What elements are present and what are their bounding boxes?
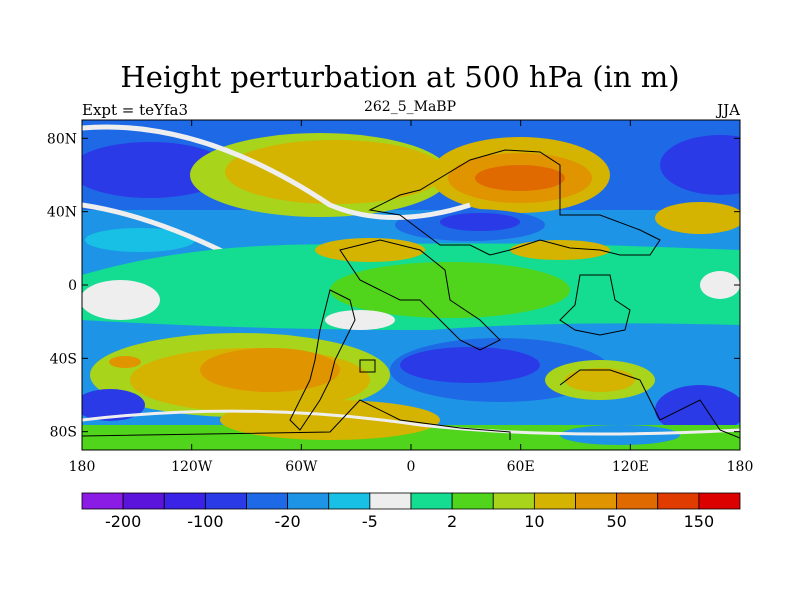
- y-tick-label: 40S: [50, 351, 77, 367]
- contour-field: [82, 120, 740, 450]
- continent-eurasia: [368, 149, 661, 256]
- x-axis: 180 120W 60W 0 60E 120E 180: [69, 120, 754, 475]
- colorbar-label: -5: [362, 512, 378, 531]
- contour-south-high-core: [200, 348, 340, 392]
- colorbar-swatch: [533, 492, 576, 510]
- continent-south-america: [289, 289, 356, 431]
- colorbar-swatch: [163, 492, 206, 510]
- contour-pacific-high: [655, 202, 740, 234]
- zero-patch-east: [700, 271, 740, 299]
- colorbar-swatch: [81, 492, 124, 510]
- colorbar-label: 2: [447, 512, 457, 531]
- contour-midlat-low-core: [440, 213, 520, 231]
- y-tick-label: 0: [68, 278, 77, 294]
- x-tick-label: 180: [69, 459, 96, 475]
- y-axis: 80N 40N 0 40S 80S: [47, 131, 740, 441]
- x-tick-label: 120W: [171, 459, 213, 475]
- map-title: Height perturbation at 500 hPa (in m): [120, 60, 680, 94]
- contour-west-band: [85, 228, 195, 252]
- contour-arctic-low: [660, 135, 740, 195]
- colorbar: -200 -100 -20 -5 2 10 50 150: [81, 492, 741, 531]
- x-tick-label: 180: [727, 459, 754, 475]
- x-tick-label: 60E: [507, 459, 535, 475]
- x-tick-label: 60W: [285, 459, 318, 475]
- x-tick-label: 0: [407, 459, 416, 475]
- season-label: JJA: [717, 101, 740, 119]
- colorbar-swatch: [616, 492, 659, 510]
- contour-north-high: [225, 140, 445, 204]
- colorbar-label: -20: [275, 512, 301, 531]
- period-label: 262_5_MaBP: [363, 99, 457, 115]
- x-tick-label: 120E: [612, 459, 649, 475]
- contour-antarctic-high: [220, 400, 440, 440]
- colorbar-swatch: [410, 492, 453, 510]
- colorbar-label: 50: [606, 512, 626, 531]
- colorbar-swatch: [657, 492, 700, 510]
- contour-indian-high: [510, 240, 610, 260]
- contour-atlantic-high: [315, 238, 425, 262]
- zero-band-south: [82, 409, 740, 436]
- continent-africa: [339, 239, 501, 351]
- contour-south-high-small: [109, 356, 141, 368]
- colorbar-swatch: [575, 492, 618, 510]
- colorbar-swatch: [328, 492, 371, 510]
- colorbar-label: 10: [524, 512, 544, 531]
- colorbar-swatch: [451, 492, 494, 510]
- colorbar-swatch: [204, 492, 247, 510]
- colorbar-swatch: [369, 492, 412, 510]
- contour-southeast-low: [655, 385, 740, 435]
- island-outline: [359, 359, 376, 373]
- colorbar-label: -200: [105, 512, 141, 531]
- colorbar-swatch: [492, 492, 535, 510]
- zero-patch-pacific: [82, 280, 160, 320]
- y-tick-label: 40N: [47, 205, 77, 221]
- zero-patch-atlantic: [325, 310, 395, 330]
- colorbar-swatch: [122, 492, 165, 510]
- colorbar-label: -100: [187, 512, 223, 531]
- experiment-label: Expt = teYfa3: [82, 101, 188, 119]
- contour-tropics-core: [330, 262, 570, 318]
- zero-band-north: [82, 124, 471, 220]
- colorbar-swatch: [698, 492, 741, 510]
- colorbar-swatch: [287, 492, 330, 510]
- y-tick-label: 80S: [50, 425, 77, 441]
- contour-north-low-core: [82, 142, 230, 198]
- colorbar-label: 150: [684, 512, 715, 531]
- continent-antarctica: [82, 399, 511, 440]
- contour-south-indian-low-core: [400, 347, 540, 383]
- colorbar-swatch: [246, 492, 289, 510]
- contour-asia-high-core: [475, 165, 565, 191]
- continent-south-east: [559, 369, 740, 439]
- continent-australia: [559, 274, 631, 336]
- contour-south-pacific-low: [82, 389, 145, 421]
- zero-band-west: [82, 202, 232, 258]
- y-tick-label: 80N: [47, 131, 77, 147]
- contour-south-indian-high-core: [565, 368, 635, 392]
